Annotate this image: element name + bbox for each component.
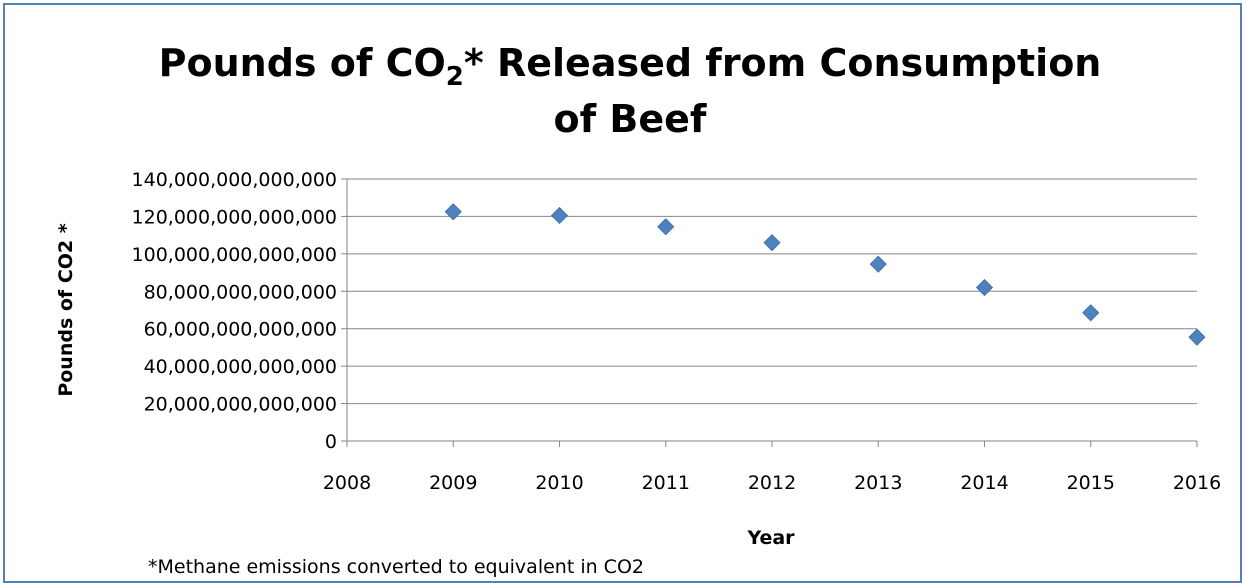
x-axis-title: Year xyxy=(746,527,795,549)
x-tick-label: 2012 xyxy=(748,472,796,494)
data-point xyxy=(1082,304,1100,322)
x-tick-label: 2010 xyxy=(535,472,583,494)
y-tick-label: 140,000,000,000,000 xyxy=(132,169,337,191)
gridlines xyxy=(347,178,1197,405)
y-tick-label: 0 xyxy=(325,431,337,453)
x-tick-label: 2008 xyxy=(323,472,371,494)
data-point xyxy=(550,206,569,225)
data-point xyxy=(975,278,994,297)
data-point xyxy=(1188,328,1206,346)
axes xyxy=(341,178,1198,447)
y-tick-label: 100,000,000,000,000 xyxy=(132,244,337,266)
y-tick-label: 80,000,000,000,000 xyxy=(144,281,337,303)
y-axis-title: Pounds of CO2 * xyxy=(55,223,77,396)
y-tick-label: 40,000,000,000,000 xyxy=(144,356,337,378)
y-tick-label: 60,000,000,000,000 xyxy=(144,319,337,341)
x-tick-labels: 2008 2009 2010 2011 2012 2013 2014 2015 2016 xyxy=(323,472,1221,494)
x-tick-label: 2013 xyxy=(854,472,902,494)
chart-title-line2: of Beef xyxy=(554,97,707,141)
y-tick-labels: 0 20,000,000,000,000 40,000,000,000,000 60,… xyxy=(132,169,337,453)
y-tick-label: 120,000,000,000,000 xyxy=(132,206,337,228)
x-tick-label: 2016 xyxy=(1173,472,1221,494)
data-point xyxy=(869,255,887,273)
x-tick-label: 2015 xyxy=(1067,472,1115,494)
footnote: *Methane emissions converted to equivale… xyxy=(148,556,644,577)
chart-title-line1: Pounds of CO2* Released from Consumption xyxy=(159,41,1102,92)
x-tick-label: 2014 xyxy=(960,472,1008,494)
x-tick-label: 2009 xyxy=(429,472,477,494)
data-point xyxy=(763,234,781,252)
data-point xyxy=(444,203,462,221)
data-point xyxy=(657,218,675,236)
x-tick-label: 2011 xyxy=(642,472,690,494)
y-tick-label: 20,000,000,000,000 xyxy=(144,394,337,416)
data-points xyxy=(444,203,1206,346)
